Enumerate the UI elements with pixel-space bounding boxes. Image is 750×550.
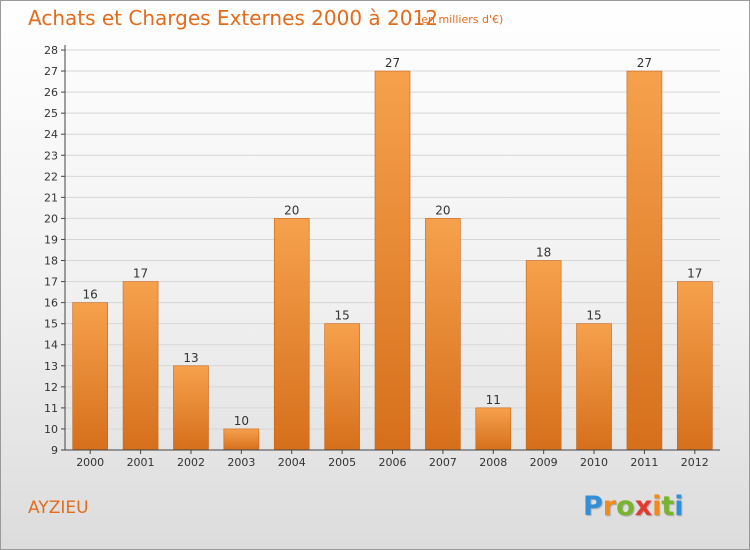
bar-value-label: 18: [536, 246, 551, 260]
y-tick-label: 25: [44, 107, 58, 120]
bar-value-label: 20: [284, 203, 299, 217]
chart-title: Achats et Charges Externes 2000 à 2012: [28, 6, 438, 30]
bar-value-label: 10: [234, 414, 249, 428]
bar-value-label: 16: [83, 288, 98, 302]
y-tick-label: 14: [44, 339, 58, 352]
logo-letter: o: [616, 491, 635, 522]
bar-value-label: 15: [586, 309, 601, 323]
bar: [223, 428, 260, 451]
bars: [72, 70, 713, 451]
y-tick-label: 27: [44, 65, 58, 78]
x-tick-label: 2012: [681, 456, 709, 469]
axes: [61, 45, 720, 454]
bar-value-label: 27: [385, 56, 400, 70]
y-tick-label: 15: [44, 318, 58, 331]
bar: [374, 70, 411, 451]
x-tick-label: 2000: [76, 456, 104, 469]
y-tick-label: 10: [44, 423, 58, 436]
x-tick-label: 2009: [530, 456, 558, 469]
logo-letter: P: [583, 491, 603, 522]
y-tick-label: 23: [44, 149, 58, 162]
logo-letter: r: [602, 491, 617, 522]
y-tick-label: 16: [44, 297, 58, 310]
y-tick-label: 9: [51, 444, 58, 457]
bar-value-label: 13: [183, 351, 198, 365]
y-tick-label: 20: [44, 212, 58, 225]
bar: [626, 70, 663, 451]
bar: [173, 365, 209, 451]
labels: 9 10 11 12 13 14 15 16 17 18 19 20 21 22 23 24 25 26 27 28 1…: [44, 44, 709, 469]
bar: [72, 302, 108, 451]
bar: [576, 323, 612, 451]
bar-value-label: 17: [133, 267, 148, 281]
bar: [475, 407, 512, 451]
chart-subtitle: (en milliers d'€): [417, 13, 504, 26]
town-name: AYZIEU: [28, 498, 89, 518]
y-tick-label: 28: [44, 44, 58, 57]
x-tick-label: 2011: [630, 456, 658, 469]
x-tick-label: 2001: [127, 456, 155, 469]
bar: [677, 281, 713, 451]
y-tick-label: 19: [44, 233, 58, 246]
y-tick-label: 21: [44, 191, 58, 204]
logo-letter: t: [661, 491, 675, 522]
bar: [273, 218, 310, 451]
bar-value-label: 27: [637, 56, 652, 70]
y-tick-label: 17: [44, 276, 58, 289]
y-tick-label: 12: [44, 381, 58, 394]
y-tick-label: 13: [44, 360, 58, 373]
x-tick-label: 2007: [429, 456, 457, 469]
x-tick-label: 2006: [379, 456, 407, 469]
x-tick-label: 2010: [580, 456, 608, 469]
bar-value-label: 11: [486, 393, 501, 407]
logo-letter: i: [674, 491, 684, 522]
bar: [324, 323, 360, 451]
bar-value-label: 20: [435, 203, 450, 217]
y-tick-label: 24: [44, 128, 58, 141]
y-tick-label: 26: [44, 86, 58, 99]
proxiti-logo: Proxiti: [583, 491, 684, 522]
y-tick-label: 22: [44, 170, 58, 183]
bar: [525, 260, 562, 451]
bar-value-label: 17: [687, 267, 702, 281]
x-tick-label: 2002: [177, 456, 205, 469]
bar: [425, 218, 461, 451]
x-tick-label: 2008: [479, 456, 507, 469]
bar-value-label: 15: [334, 309, 349, 323]
x-tick-label: 2005: [328, 456, 356, 469]
x-tick-label: 2004: [278, 456, 306, 469]
logo-letter: i: [652, 491, 662, 522]
x-tick-label: 2003: [227, 456, 255, 469]
y-tick-label: 18: [44, 255, 58, 268]
y-tick-label: 11: [44, 402, 58, 415]
logo-letter: x: [634, 491, 653, 522]
bar: [122, 281, 159, 451]
